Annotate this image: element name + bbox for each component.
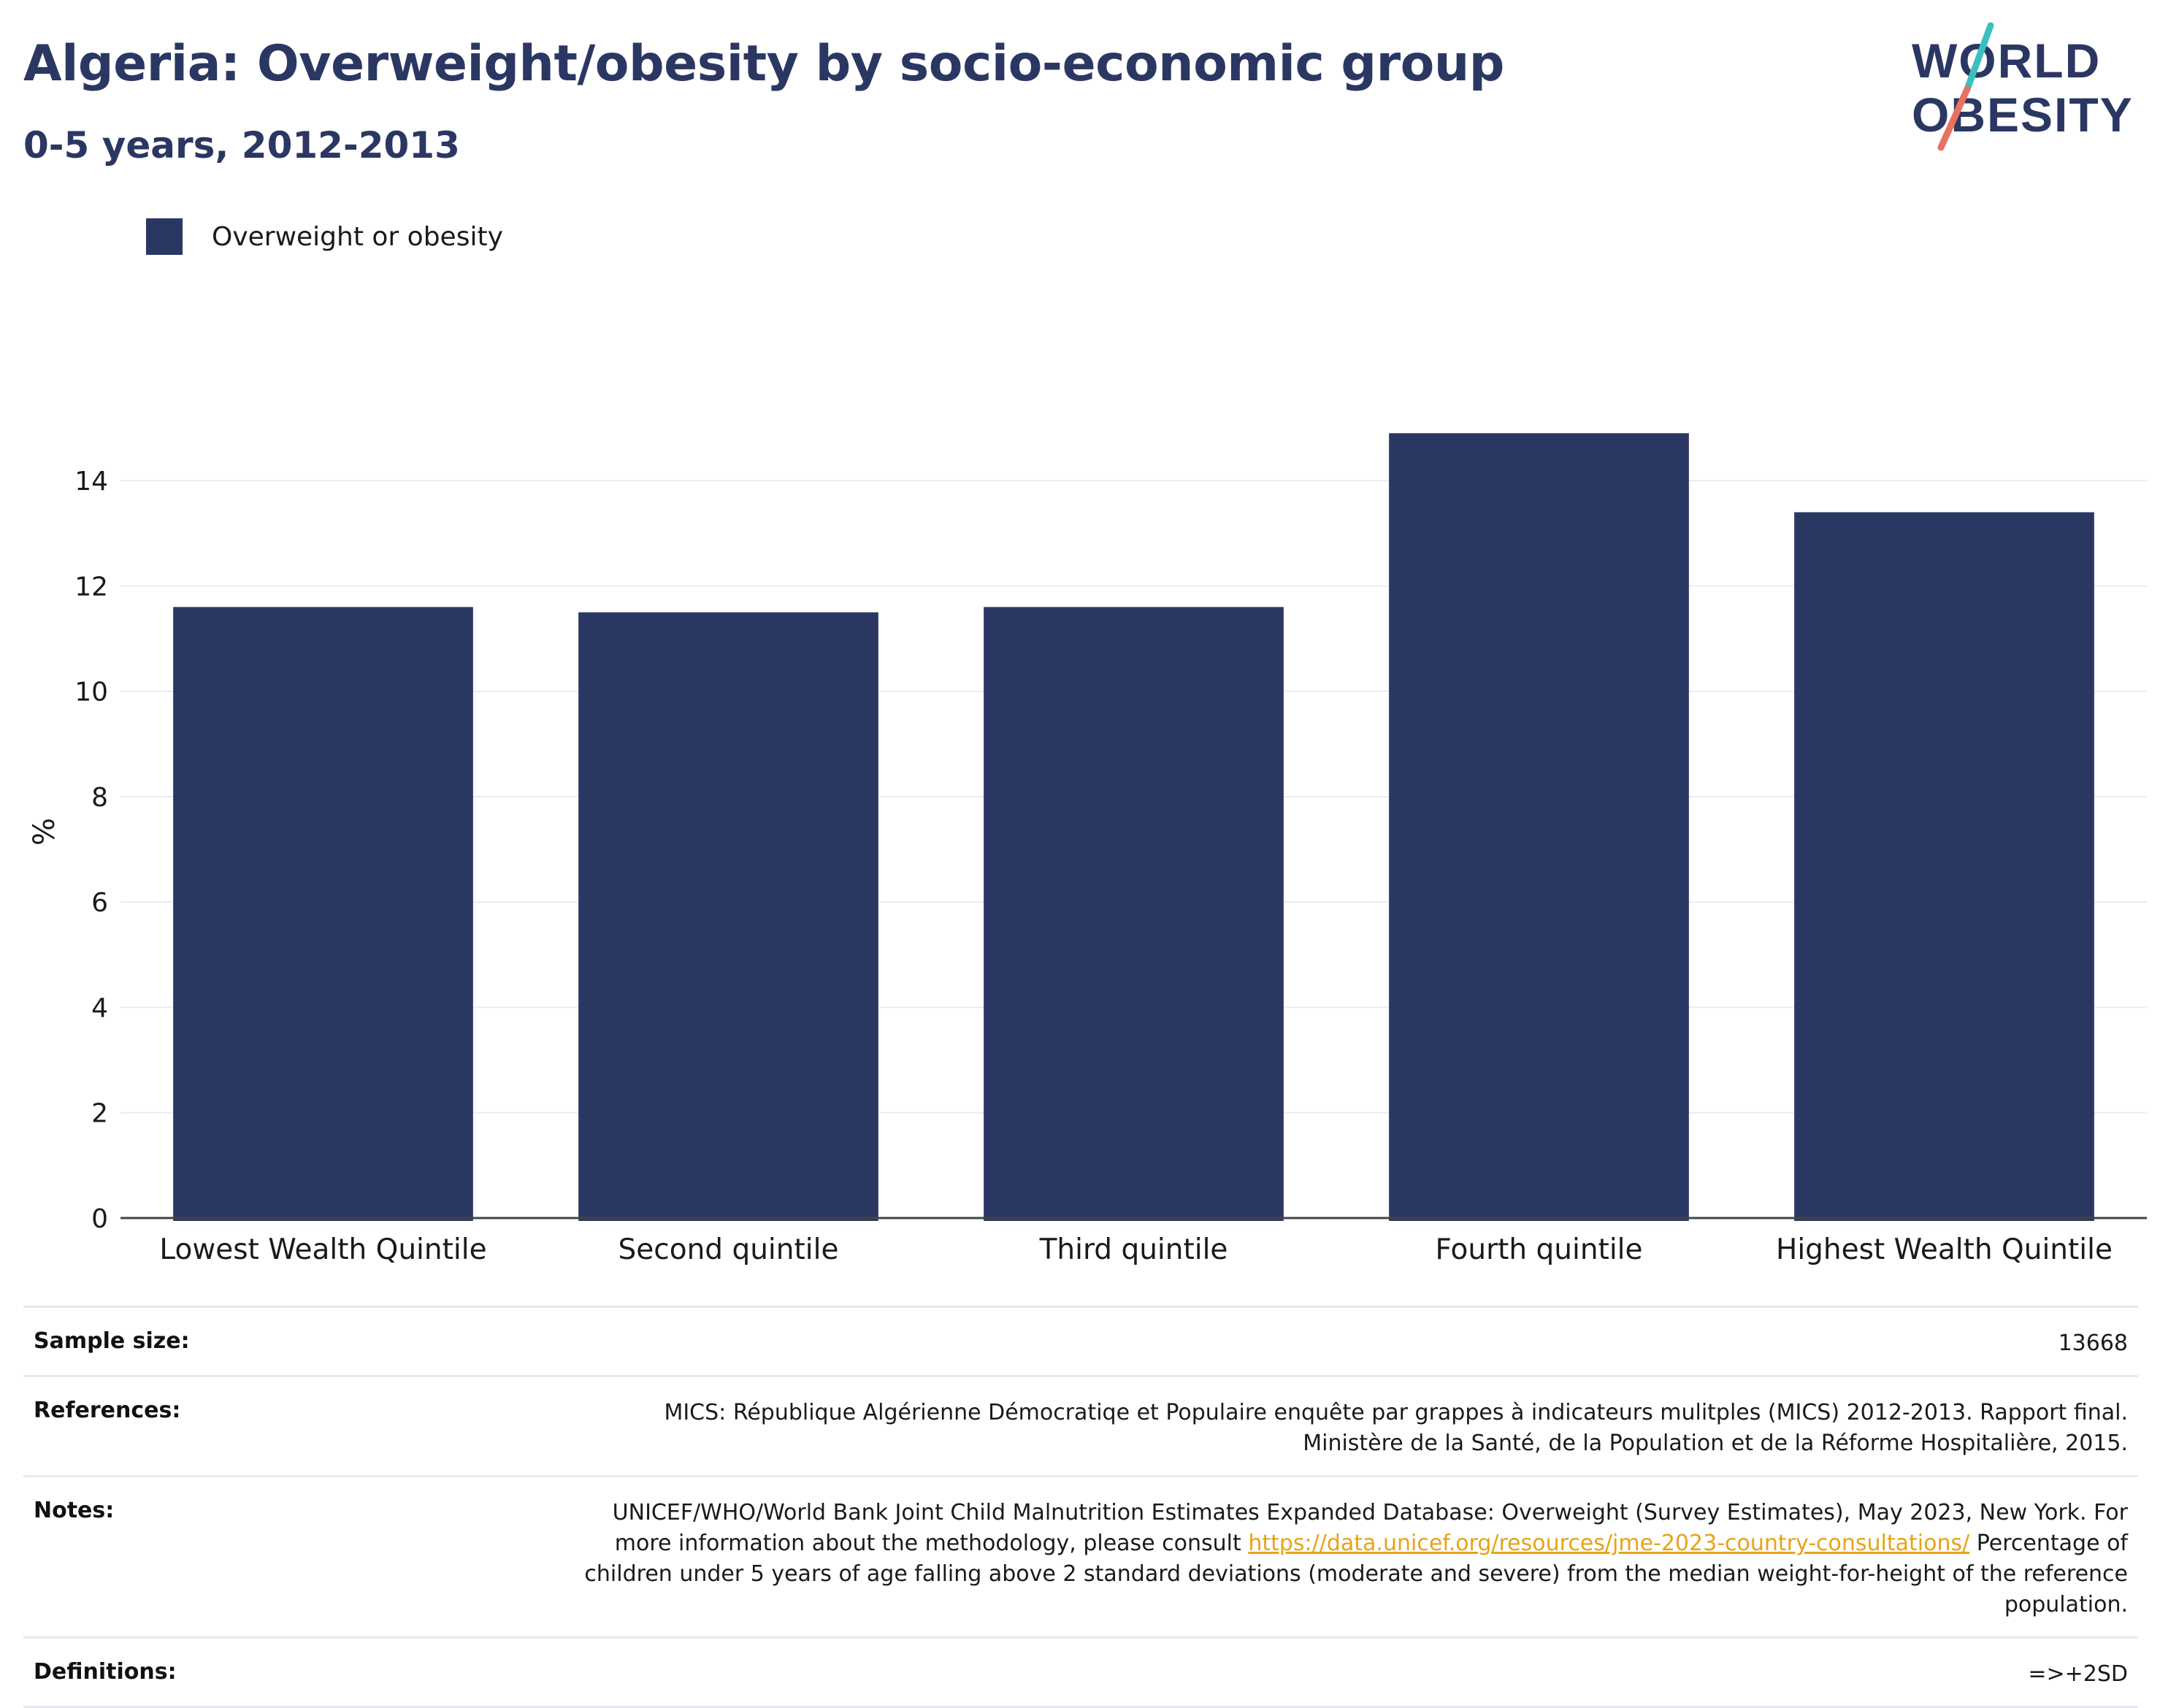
- bar: [1389, 433, 1689, 1222]
- references-label: References:: [34, 1398, 181, 1423]
- references-line-1: MICS: République Algérienne Démocratiqe …: [664, 1400, 2128, 1425]
- y-tick-label: 4: [91, 993, 108, 1023]
- y-tick-label: 10: [74, 678, 108, 708]
- y-tick-label: 0: [91, 1204, 108, 1234]
- logo-slash-bottom: [1937, 85, 1971, 151]
- definitions-value: =>+2SD: [2028, 1661, 2128, 1687]
- bar: [578, 612, 878, 1221]
- y-tick-label: 14: [74, 467, 108, 497]
- bar: [984, 607, 1284, 1221]
- logo-word-world: WORLD: [1912, 34, 2101, 88]
- bar: [173, 607, 473, 1221]
- sample-size-row: Sample size: 13668: [23, 1306, 2138, 1375]
- y-tick-label: 12: [74, 572, 108, 602]
- chart-legend[interactable]: Overweight or obesity: [146, 218, 503, 256]
- world-obesity-logo: WORLD OBESITY: [1912, 22, 2132, 151]
- references-row: References: MICS: République Algérienne …: [23, 1375, 2138, 1475]
- notes-link[interactable]: https://data.unicef.org/resources/jme-20…: [1248, 1531, 1970, 1556]
- x-tick-label: Lowest Wealth Quintile: [159, 1233, 486, 1266]
- bar: [1794, 512, 2094, 1221]
- x-tick-label: Second quintile: [618, 1233, 839, 1266]
- x-tick-label: Highest Wealth Quintile: [1776, 1233, 2113, 1266]
- logo-slash-top: [1964, 22, 1994, 93]
- notes-value: UNICEF/WHO/World Bank Joint Child Malnut…: [580, 1498, 2128, 1620]
- sample-size-label: Sample size:: [34, 1328, 190, 1354]
- info-table: Sample size: 13668 References: MICS: Rép…: [23, 1306, 2138, 1708]
- legend-swatch: [146, 218, 183, 255]
- sample-size-value: 13668: [2058, 1330, 2128, 1356]
- y-tick-label: 6: [91, 888, 108, 918]
- definitions-label: Definitions:: [34, 1659, 177, 1685]
- y-tick-label: 2: [91, 1099, 108, 1129]
- notes-row: Notes: UNICEF/WHO/World Bank Joint Child…: [23, 1475, 2138, 1636]
- x-tick-label: Third quintile: [1039, 1233, 1228, 1266]
- references-value: MICS: République Algérienne Démocratiqe …: [664, 1398, 2128, 1459]
- chart-subtitle: 0-5 years, 2012-2013: [23, 124, 460, 166]
- notes-text-after: Percentage of children under 5 years of …: [584, 1531, 2128, 1617]
- references-line-2: Ministère de la Santé, de la Population …: [1303, 1431, 2128, 1456]
- legend-label: Overweight or obesity: [212, 221, 503, 252]
- chart-title: Algeria: Overweight/obesity by socio-eco…: [23, 35, 1504, 93]
- x-tick-label: Fourth quintile: [1435, 1233, 1642, 1266]
- y-axis-title: %: [28, 818, 61, 846]
- bar-chart: 0 2 4 6 8 10 12 14% Lowest Wealth Quintile Second…: [28, 433, 2147, 1266]
- y-tick-label: 8: [91, 783, 108, 813]
- notes-text-before: UNICEF/WHO/World Bank Joint Child Malnut…: [612, 1500, 2128, 1556]
- notes-label: Notes:: [34, 1498, 115, 1523]
- definitions-row: Definitions: =>+2SD: [23, 1636, 2138, 1708]
